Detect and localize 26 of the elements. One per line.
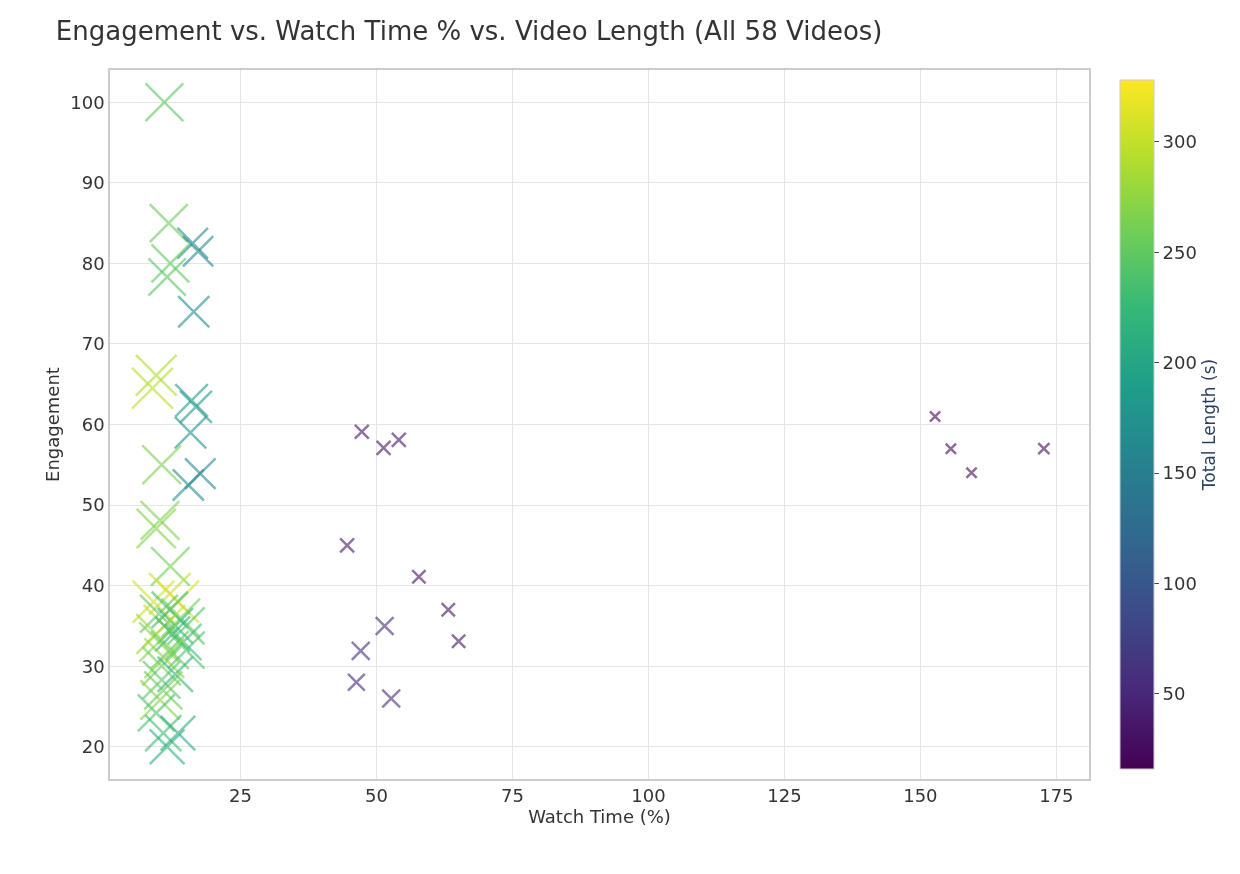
y-tick-label: 20	[81, 736, 105, 758]
y-axis-title: Engagement	[41, 367, 63, 482]
y-tick-label: 100	[70, 91, 105, 113]
color-bar-label: 100	[1162, 572, 1197, 594]
chart-title: Engagement vs. Watch Time % vs. Video Length (All 58 Videos)	[55, 16, 883, 47]
x-tick-label: 75	[501, 785, 524, 807]
color-bar-label: 50	[1162, 683, 1186, 705]
y-tick-label: 50	[81, 494, 105, 516]
color-bar-title: Total Length (s)	[1198, 358, 1219, 492]
x-tick-label: 175	[1039, 785, 1074, 807]
color-bar-label: 200	[1162, 351, 1197, 373]
x-tick-label: 25	[229, 785, 252, 807]
y-tick-label: 70	[81, 333, 105, 355]
x-tick-label: 100	[631, 785, 666, 807]
x-tick-label: 50	[365, 785, 388, 807]
y-tick-label: 30	[81, 655, 105, 677]
color-bar-label: 150	[1162, 462, 1197, 484]
x-axis-title: Watch Time (%)	[528, 806, 671, 828]
color-bar-label: 250	[1162, 241, 1197, 263]
x-tick-label: 125	[767, 785, 802, 807]
y-tick-label: 60	[81, 413, 105, 435]
y-tick-label: 90	[81, 172, 105, 194]
y-tick-label: 80	[81, 252, 105, 274]
x-tick-label: 150	[903, 785, 938, 807]
color-bar-label: 300	[1162, 131, 1197, 153]
y-tick-label: 40	[81, 574, 105, 596]
